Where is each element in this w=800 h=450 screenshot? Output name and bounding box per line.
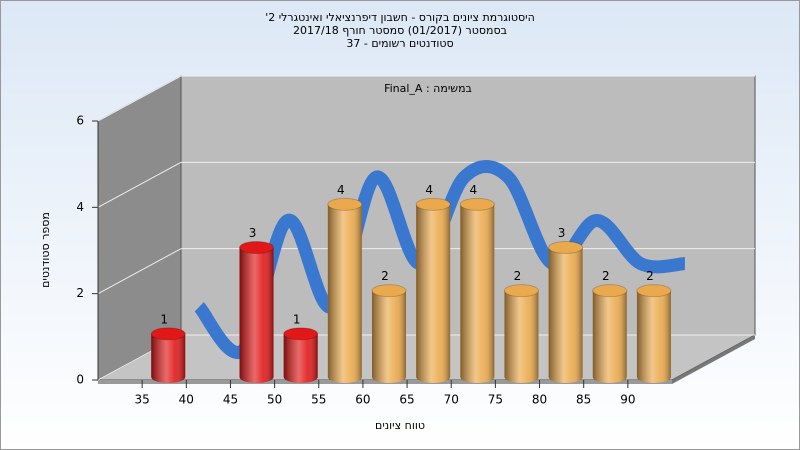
- chart-subtitle: סטודנטים רשומים - 37: [346, 37, 453, 50]
- value-label: 4: [469, 183, 477, 197]
- bar-top: [459, 197, 495, 211]
- x-axis-label: טווח ציונים: [375, 419, 425, 432]
- bar-shade: [592, 290, 627, 383]
- bar: [503, 284, 539, 383]
- x-tick-label: 65: [399, 393, 414, 407]
- bar: [636, 284, 672, 383]
- bar-top: [503, 284, 539, 298]
- x-tick-label: 85: [576, 393, 591, 407]
- bar-top: [371, 284, 407, 298]
- bar: [371, 284, 407, 383]
- x-tick-label: 70: [444, 393, 459, 407]
- x-tick-label: 55: [311, 393, 326, 407]
- bar-shade: [504, 290, 539, 383]
- x-tick-label: 60: [355, 393, 370, 407]
- chart-subtitle: בסמסטר (01/2017) סמסטר חורף 2017/18: [293, 24, 507, 37]
- value-label: 2: [514, 269, 522, 283]
- chart-title: היסטוגרמת ציונים בקורס - חשבון דיפרנציאל…: [265, 11, 535, 24]
- y-tick-label: 6: [76, 114, 84, 128]
- bar: [592, 284, 628, 383]
- bar-shade: [283, 333, 318, 383]
- bar: [548, 241, 584, 383]
- y-tick-label: 0: [76, 373, 84, 387]
- bar: [150, 327, 186, 383]
- bar-shade: [636, 290, 671, 383]
- value-label: 4: [337, 183, 345, 197]
- value-label: 1: [293, 312, 301, 326]
- bar: [327, 197, 363, 383]
- bar: [459, 197, 495, 383]
- x-tick-label: 90: [620, 393, 635, 407]
- grid-line: [97, 161, 182, 208]
- bar-top: [415, 197, 451, 211]
- bar-top: [548, 241, 584, 254]
- x-tick-label: 45: [223, 393, 238, 407]
- value-label: 3: [558, 226, 566, 240]
- bar-shade: [548, 247, 583, 383]
- value-label: 2: [602, 269, 610, 283]
- y-axis-label: מספר סטודנטים: [39, 212, 52, 288]
- x-tick-label: 50: [267, 393, 282, 407]
- bar-top: [239, 241, 275, 254]
- bar: [283, 327, 319, 383]
- x-tick-label: 40: [179, 393, 194, 407]
- grid-line: [97, 248, 182, 295]
- plot-area: 0 2 4 6 35 40 45 50 55 60 65 70 75 80 85 90 1 3 1 4 2 4 4 2 3 2 2: [76, 75, 756, 407]
- bar-shade: [327, 204, 362, 383]
- bar-top: [592, 284, 628, 298]
- x-tick-label: 35: [135, 393, 150, 407]
- bar-top: [150, 327, 186, 341]
- bar: [415, 197, 451, 383]
- bar-shade: [460, 204, 495, 383]
- value-label: 1: [160, 312, 168, 326]
- bar-shade: [416, 204, 451, 383]
- y-tick-label: 2: [76, 286, 84, 300]
- x-tick-label: 80: [532, 393, 547, 407]
- value-label: 4: [425, 183, 433, 197]
- x-tick-label: 75: [488, 393, 503, 407]
- bar-shade: [372, 290, 406, 383]
- value-label: 2: [646, 269, 654, 283]
- value-label: 3: [249, 226, 257, 240]
- bar-shade: [239, 247, 274, 383]
- bar: [239, 241, 275, 383]
- value-label: 2: [381, 269, 389, 283]
- annotation: במשימה : Final_A: [384, 82, 472, 95]
- bar-top: [283, 327, 319, 341]
- grid-line: [97, 75, 182, 122]
- floor-edge: [672, 335, 755, 384]
- bar-top: [327, 197, 363, 211]
- y-tick-label: 4: [76, 200, 84, 214]
- bar-shade: [151, 333, 186, 383]
- bar-top: [636, 284, 672, 298]
